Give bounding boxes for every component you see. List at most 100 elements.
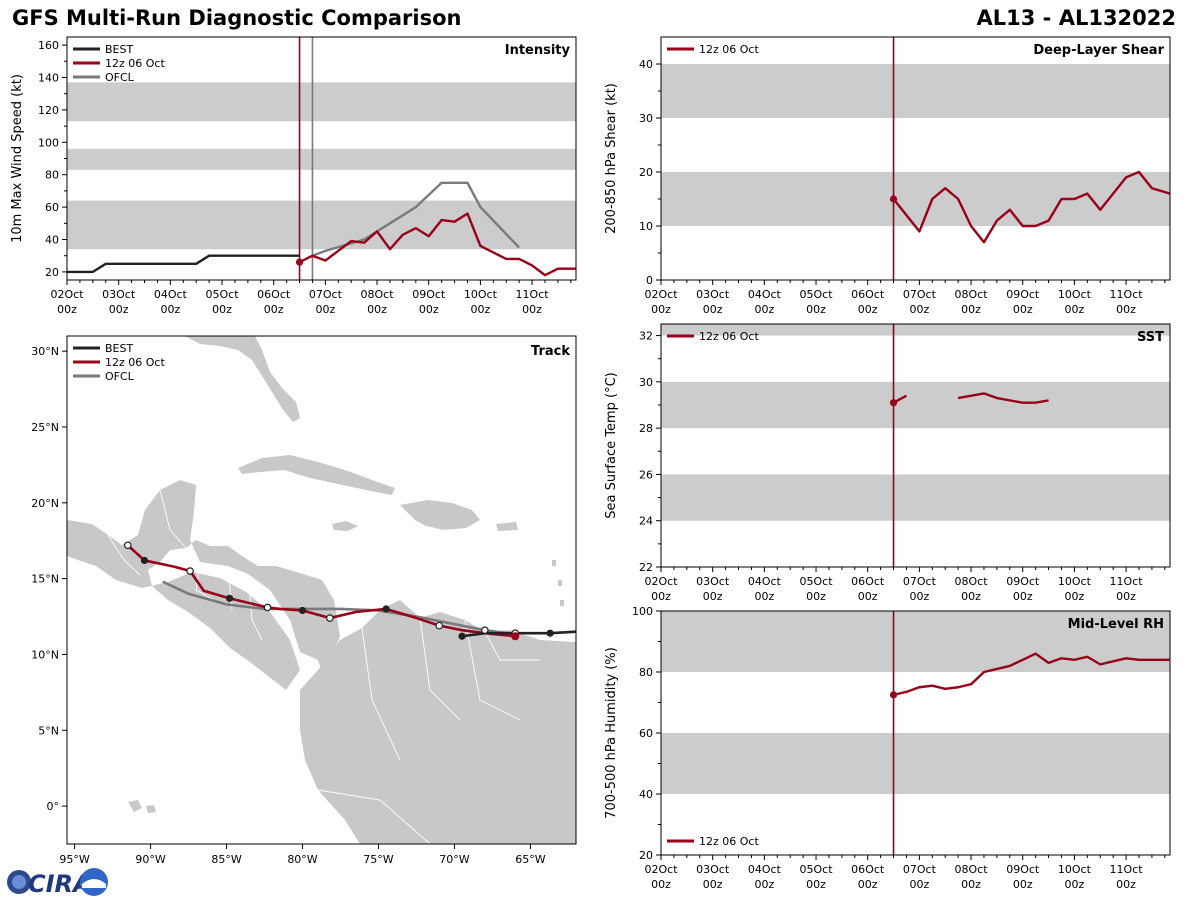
x-tick-date-label: 11Oct — [516, 288, 550, 301]
x-tick-date-label: 09Oct — [412, 288, 446, 301]
series-line-best — [67, 254, 300, 274]
x-tick-date-label: 10Oct — [1058, 575, 1092, 588]
y-tick-label: 20 — [639, 849, 653, 862]
x-tick-date-label: 10Oct — [1058, 288, 1092, 301]
x-tick-hour-label: 00z — [806, 878, 826, 891]
cuba-land — [238, 455, 395, 495]
legend-label: 12z 06 Oct — [105, 356, 165, 369]
x-tick-hour-label: 00z — [1065, 303, 1085, 316]
shading-band — [67, 82, 576, 122]
x-tick-hour-label: 00z — [909, 590, 929, 603]
y-tick-label: 20 — [639, 166, 653, 179]
lon-tick-label: 90°W — [135, 853, 165, 866]
shading-band — [661, 733, 1170, 794]
lon-tick-label: 75°W — [363, 853, 393, 866]
rh-panel: 20 40 60 80 100 02Oct 00z 03Oct 00z 04Oct 00z 05Oct… — [604, 605, 1171, 891]
x-tick-date-label: 07Oct — [903, 863, 937, 876]
y-tick-label: 80 — [639, 666, 653, 679]
x-tick-date-label: 07Oct — [903, 575, 937, 588]
y-tick-label: 22 — [639, 561, 653, 574]
storm-id: AL13 - AL132022 — [976, 6, 1177, 30]
sst-panel: 22 24 26 28 30 32 02Oct 00z 03Oct 00z 04Oct 00z 05Oc… — [604, 323, 1171, 603]
x-tick-date-label: 02Oct — [644, 863, 678, 876]
x-tick-date-label: 10Oct — [464, 288, 498, 301]
track-line-ofcl — [162, 580, 508, 635]
series-line-run — [957, 392, 1049, 404]
x-tick-hour-label: 00z — [367, 303, 387, 316]
intensity-plot-area — [67, 37, 576, 280]
track-point-filled — [140, 556, 149, 565]
x-tick-hour-label: 00z — [264, 303, 284, 316]
y-tick-label: 28 — [639, 422, 653, 435]
y-tick-label: 40 — [45, 234, 59, 247]
x-tick-hour-label: 00z — [315, 303, 335, 316]
y-tick-label: 160 — [38, 39, 59, 52]
series-line-ofcl — [312, 181, 521, 257]
x-tick-date-label: 06Oct — [257, 288, 291, 301]
x-tick-date-label: 03Oct — [696, 575, 730, 588]
lon-tick-label: 80°W — [287, 853, 317, 866]
x-tick-hour-label: 00z — [703, 590, 723, 603]
x-tick-date-label: 09Oct — [1006, 575, 1040, 588]
x-tick-date-label: 05Oct — [800, 863, 834, 876]
shading-band — [661, 381, 1170, 429]
legend-label: BEST — [105, 43, 133, 56]
x-tick-hour-label: 00z — [109, 303, 129, 316]
lesser-antilles-land — [552, 560, 564, 606]
x-tick-hour-label: 00z — [961, 303, 981, 316]
y-tick-label: 26 — [639, 468, 653, 481]
central-america-land — [67, 480, 340, 690]
y-tick-label: 60 — [45, 201, 59, 214]
legend-label: 12z 06 Oct — [105, 57, 165, 70]
lat-tick-label: 0° — [47, 800, 60, 813]
x-tick-hour-label: 00z — [703, 878, 723, 891]
cira-logo: CIRA — [7, 868, 108, 898]
x-tick-date-label: 08Oct — [955, 575, 989, 588]
y-tick-label: 60 — [639, 727, 653, 740]
x-tick-hour-label: 00z — [754, 303, 774, 316]
x-tick-hour-label: 00z — [471, 303, 491, 316]
shear-panel: 0 10 20 30 40 02Oct 00z 03Oct 00z 04Oct 00z 05Oct 00… — [604, 36, 1171, 316]
jamaica-land — [332, 521, 358, 531]
x-tick-hour-label: 00z — [1065, 878, 1085, 891]
y-tick-label: 140 — [38, 72, 59, 85]
x-tick-hour-label: 00z — [1116, 878, 1136, 891]
y-tick-label: 10 — [639, 220, 653, 233]
x-tick-date-label: 02Oct — [50, 288, 84, 301]
legend-label: BEST — [105, 342, 133, 355]
x-tick-hour-label: 00z — [160, 303, 180, 316]
y-tick-label: 30 — [639, 376, 653, 389]
lat-tick-label: 30°N — [31, 345, 59, 358]
lat-tick-label: 25°N — [31, 421, 59, 434]
x-tick-hour-label: 00z — [1065, 590, 1085, 603]
track-basemap — [67, 336, 576, 844]
florida-land — [185, 336, 300, 422]
track-point-open — [186, 567, 194, 575]
lon-tick-label: 85°W — [211, 853, 241, 866]
x-tick-hour-label: 00z — [651, 303, 671, 316]
track-point-filled — [546, 629, 554, 637]
track-point-open — [326, 614, 334, 622]
legend-label: 12z 06 Oct — [699, 43, 759, 56]
track-point-open — [123, 541, 132, 550]
x-tick-hour-label: 00z — [1116, 303, 1136, 316]
x-tick-hour-label: 00z — [806, 303, 826, 316]
x-tick-hour-label: 00z — [1116, 590, 1136, 603]
track-point-filled — [458, 632, 466, 640]
x-tick-date-label: 04Oct — [154, 288, 188, 301]
shading-band — [661, 474, 1170, 521]
x-tick-date-label: 05Oct — [206, 288, 240, 301]
galapagos-land — [128, 800, 156, 813]
x-tick-hour-label: 00z — [909, 878, 929, 891]
series-line-run — [299, 212, 576, 277]
track-point-filled — [298, 606, 307, 615]
x-tick-hour-label: 00z — [806, 590, 826, 603]
track-point-filled — [225, 594, 234, 602]
x-tick-date-label: 08Oct — [955, 863, 989, 876]
x-tick-date-label: 03Oct — [696, 863, 730, 876]
panel-title: Mid-Level RH — [1068, 617, 1164, 632]
x-tick-date-label: 05Oct — [800, 575, 834, 588]
shading-band — [67, 148, 576, 170]
sst-frame — [660, 323, 1171, 568]
y-tick-label: 80 — [45, 169, 59, 182]
